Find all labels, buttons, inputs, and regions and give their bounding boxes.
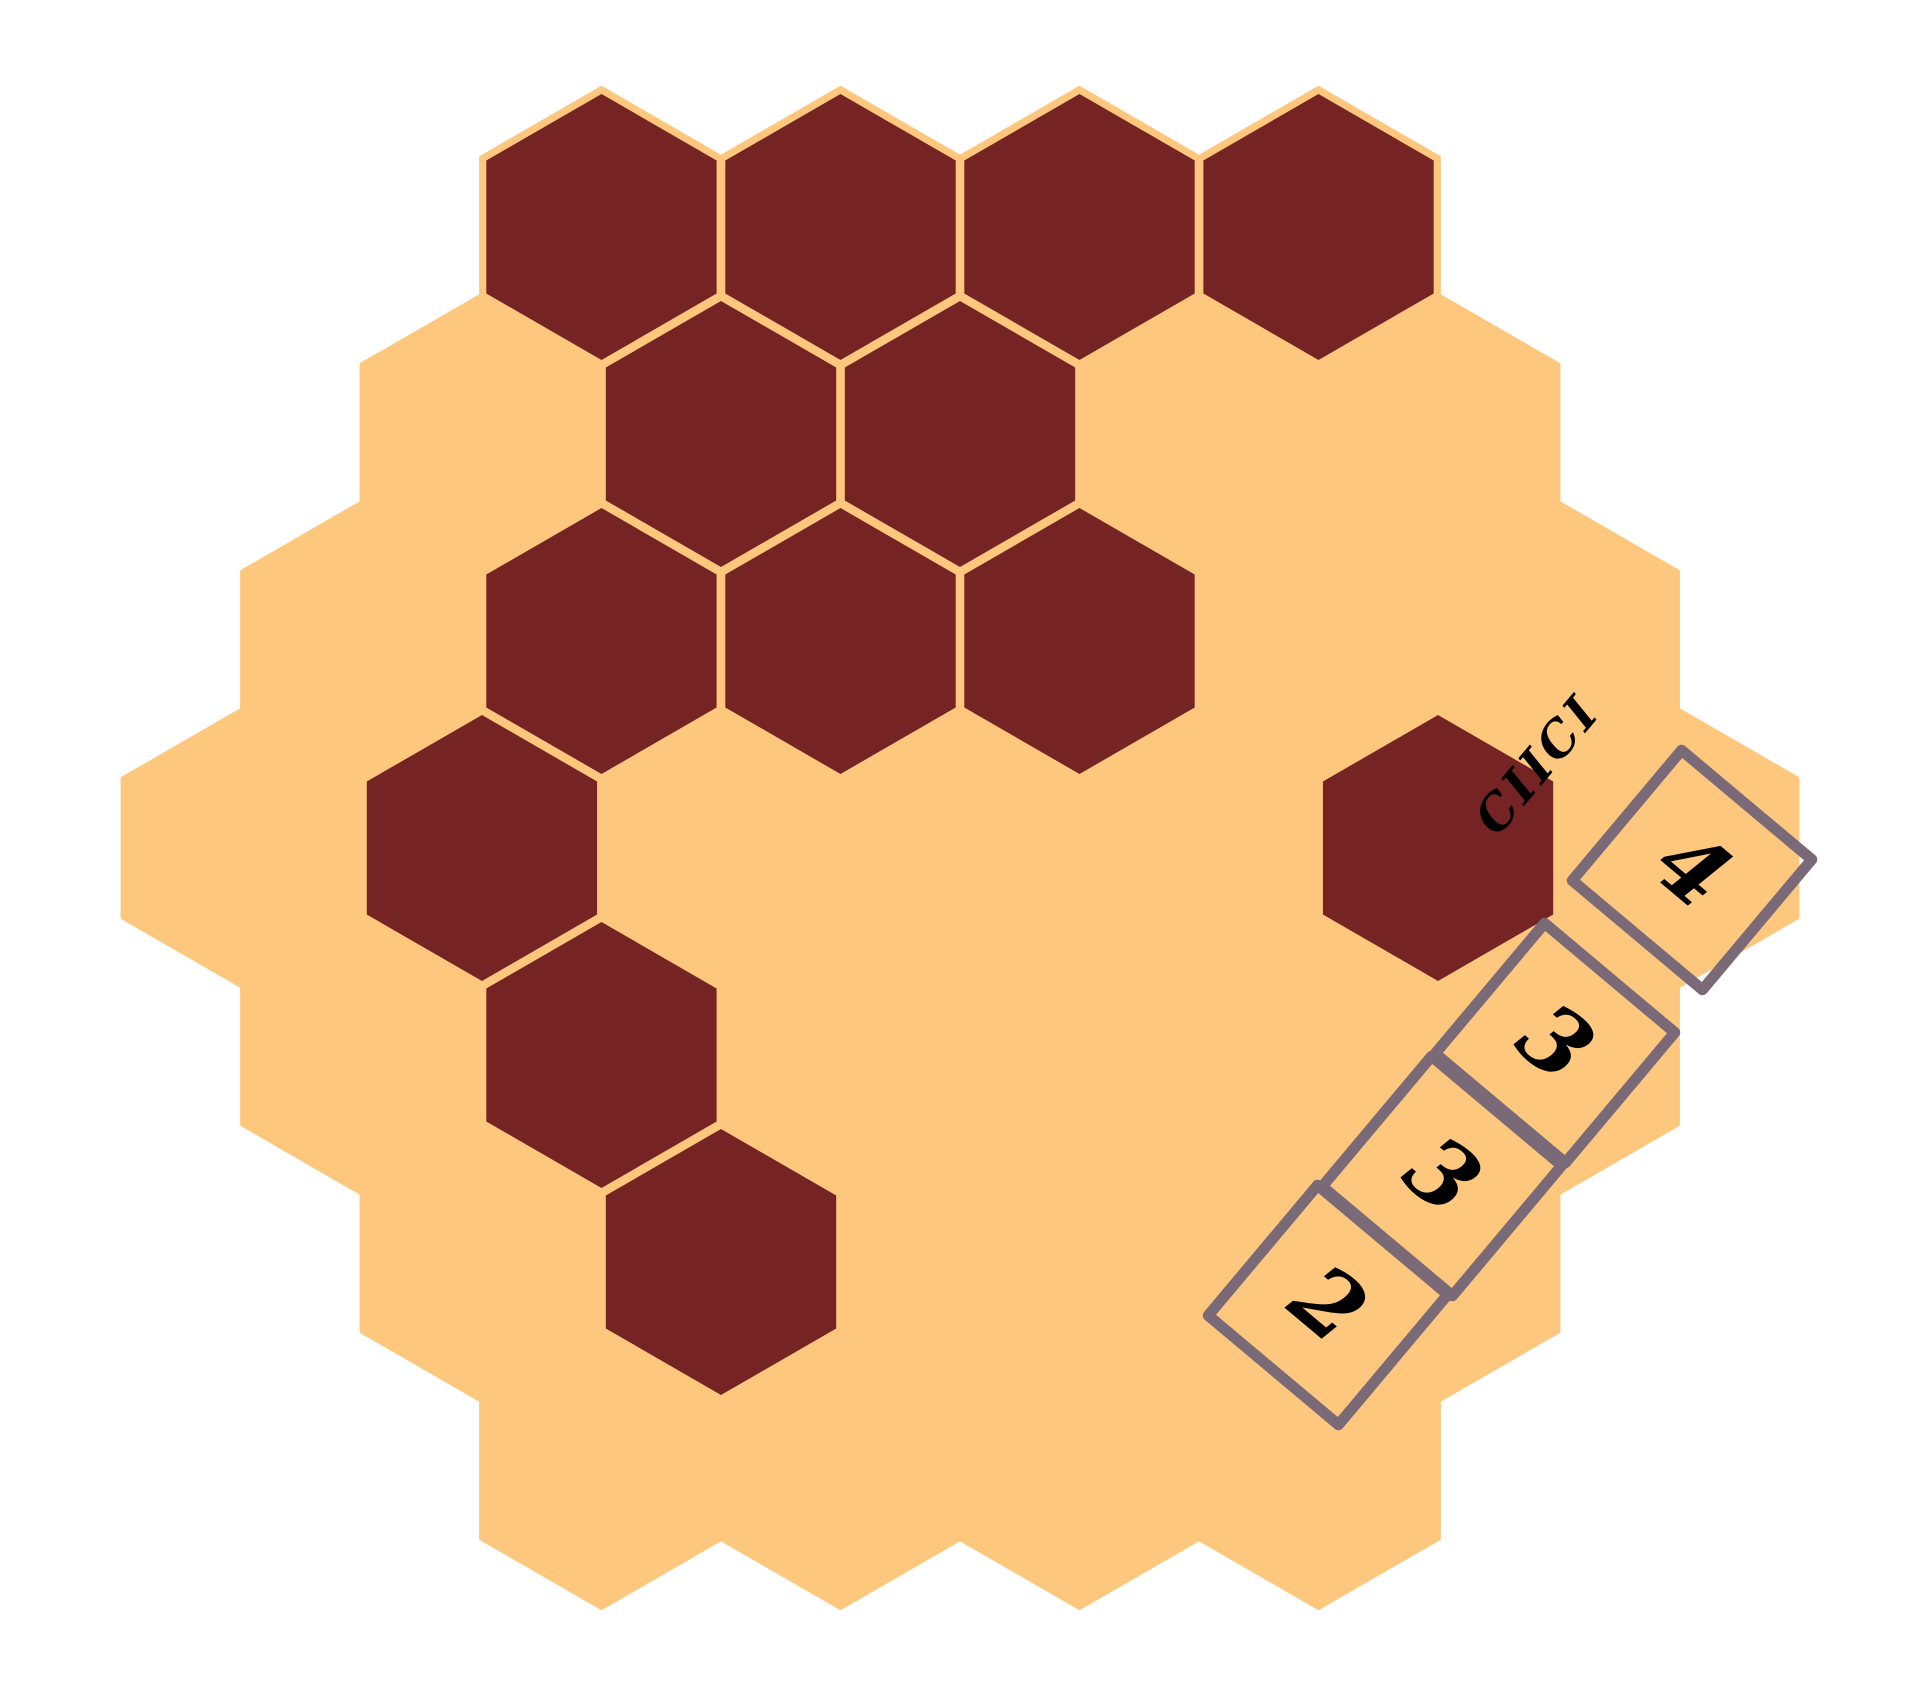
filled-cell	[486, 94, 717, 360]
filled-cell	[1203, 94, 1434, 360]
hex-grid	[366, 94, 1554, 1395]
filled-cell	[725, 508, 956, 774]
filled-cell	[844, 301, 1076, 567]
filled-cell	[486, 508, 717, 774]
filled-cell	[1322, 715, 1554, 981]
filled-cell	[605, 301, 837, 567]
filled-cell	[964, 508, 1195, 774]
filled-cell	[366, 715, 598, 981]
filled-cell	[964, 94, 1195, 360]
filled-cell	[725, 94, 956, 360]
filled-cell	[486, 922, 717, 1188]
filled-cell	[605, 1129, 837, 1395]
